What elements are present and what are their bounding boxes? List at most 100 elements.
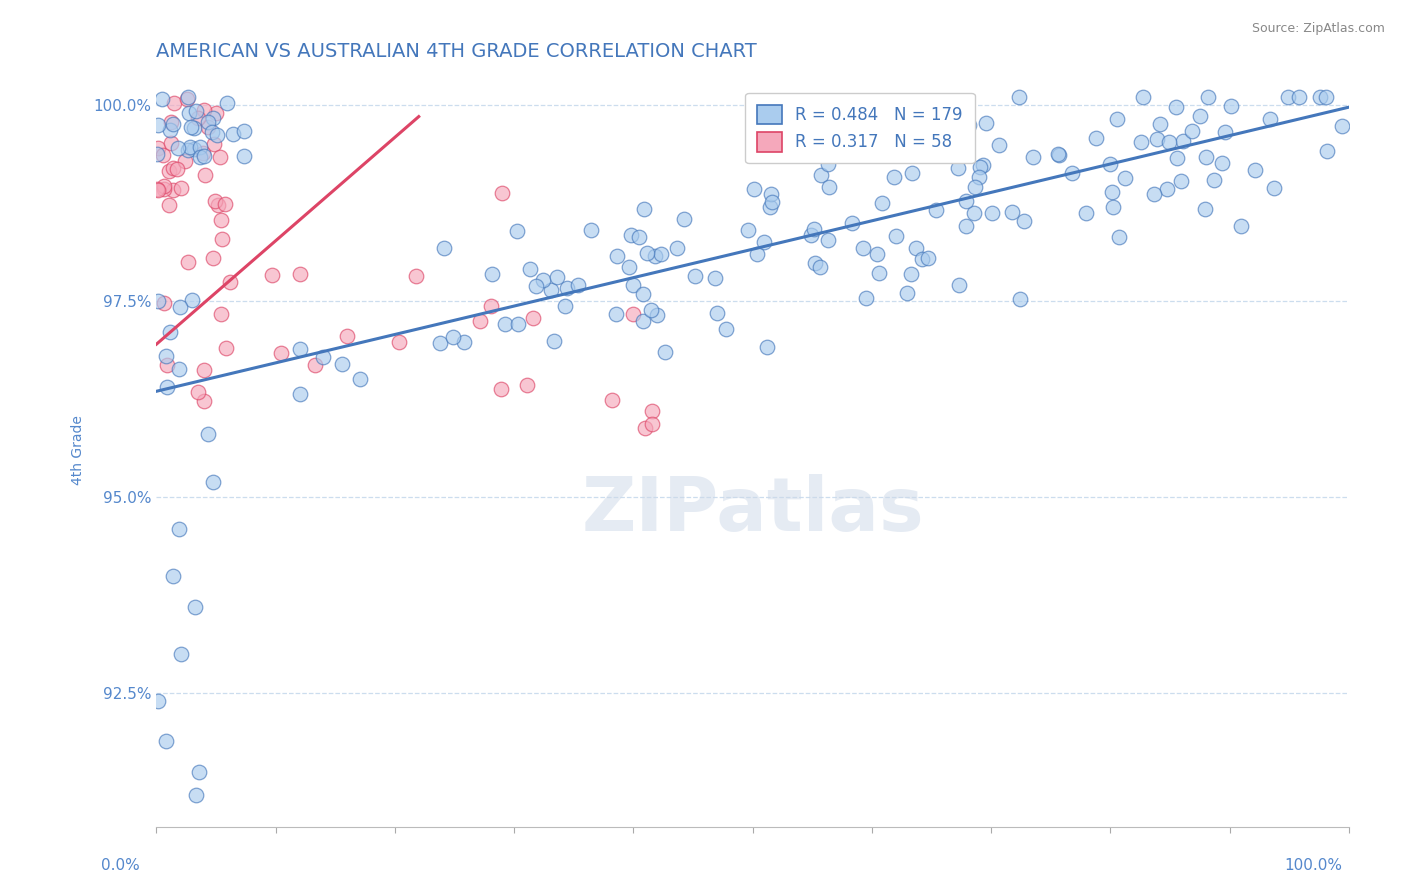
- Point: [924, 202, 946, 217]
- Point: [146, 118, 169, 132]
- Point: [1181, 124, 1204, 138]
- Point: [506, 224, 529, 238]
- Point: [1197, 90, 1219, 104]
- Text: AMERICAN VS AUSTRALIAN 4TH GRADE CORRELATION CHART: AMERICAN VS AUSTRALIAN 4TH GRADE CORRELA…: [156, 42, 758, 61]
- Point: [146, 141, 169, 155]
- Point: [481, 267, 503, 281]
- Point: [193, 168, 215, 182]
- Point: [211, 232, 233, 246]
- Point: [1022, 150, 1045, 164]
- Point: [972, 158, 994, 172]
- Point: [581, 223, 603, 237]
- Point: [388, 334, 411, 349]
- Point: [817, 180, 839, 194]
- Point: [152, 178, 174, 193]
- Point: [1132, 90, 1154, 104]
- Point: [644, 250, 666, 264]
- Point: [1046, 147, 1069, 161]
- Point: [650, 247, 672, 261]
- Point: [146, 182, 169, 196]
- Point: [600, 392, 623, 407]
- Point: [917, 251, 939, 265]
- Point: [181, 293, 204, 307]
- Point: [1170, 174, 1192, 188]
- Point: [524, 278, 547, 293]
- Point: [546, 269, 568, 284]
- Point: [159, 326, 181, 340]
- Point: [187, 111, 209, 125]
- Point: [855, 291, 877, 305]
- Point: [270, 346, 292, 360]
- Point: [817, 233, 839, 247]
- Point: [901, 166, 924, 180]
- Point: [160, 115, 183, 129]
- Point: [1114, 170, 1136, 185]
- Point: [1107, 112, 1129, 126]
- Point: [1258, 112, 1281, 126]
- Point: [1130, 135, 1153, 149]
- Point: [540, 283, 562, 297]
- Point: [290, 386, 312, 401]
- Point: [197, 120, 219, 134]
- Point: [554, 299, 576, 313]
- Point: [148, 183, 170, 197]
- Point: [967, 170, 990, 185]
- Point: [170, 647, 193, 661]
- Point: [1194, 202, 1216, 216]
- Point: [177, 90, 200, 104]
- Point: [1001, 204, 1024, 219]
- Point: [209, 149, 232, 163]
- Point: [900, 268, 922, 282]
- Point: [633, 202, 655, 216]
- Point: [179, 105, 201, 120]
- Point: [157, 198, 180, 212]
- Point: [162, 117, 184, 131]
- Point: [817, 157, 839, 171]
- Point: [737, 223, 759, 237]
- Point: [761, 195, 783, 210]
- Point: [683, 269, 706, 284]
- Point: [641, 417, 664, 431]
- Point: [673, 211, 696, 226]
- Point: [910, 109, 932, 123]
- Point: [1331, 119, 1354, 133]
- Point: [957, 118, 980, 132]
- Point: [180, 120, 202, 134]
- Point: [336, 329, 359, 343]
- Point: [197, 115, 219, 129]
- Point: [981, 206, 1004, 220]
- Point: [1316, 144, 1339, 158]
- Point: [605, 307, 627, 321]
- Point: [159, 123, 181, 137]
- Point: [1243, 162, 1265, 177]
- Point: [519, 261, 541, 276]
- Point: [167, 141, 190, 155]
- Point: [620, 228, 643, 243]
- Point: [755, 340, 778, 354]
- Point: [759, 200, 782, 214]
- Point: [207, 198, 229, 212]
- Point: [636, 246, 658, 260]
- Point: [1277, 90, 1299, 104]
- Point: [1315, 90, 1337, 104]
- Point: [1149, 117, 1171, 131]
- Point: [955, 194, 977, 209]
- Point: [152, 147, 174, 161]
- Point: [803, 255, 825, 269]
- Point: [146, 293, 169, 308]
- Point: [1047, 148, 1070, 162]
- Point: [1159, 135, 1181, 149]
- Point: [330, 358, 353, 372]
- Point: [627, 229, 650, 244]
- Point: [896, 286, 918, 301]
- Point: [921, 147, 943, 161]
- Point: [883, 169, 905, 184]
- Text: Source: ZipAtlas.com: Source: ZipAtlas.com: [1251, 22, 1385, 36]
- Point: [1099, 156, 1122, 170]
- Point: [1213, 125, 1236, 139]
- Point: [852, 241, 875, 255]
- Point: [219, 276, 242, 290]
- Point: [1263, 180, 1285, 194]
- Point: [193, 103, 215, 118]
- Point: [233, 148, 256, 162]
